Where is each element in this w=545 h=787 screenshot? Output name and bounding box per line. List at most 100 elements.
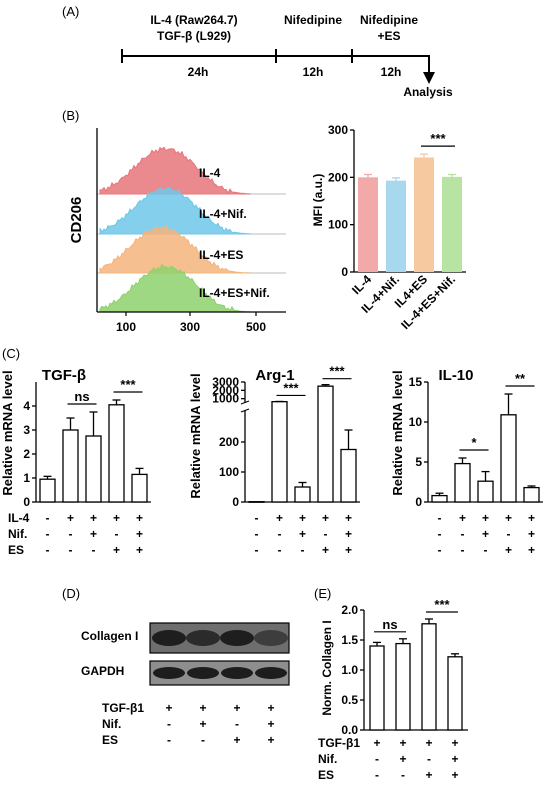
il10-condition-nif-4: + bbox=[528, 527, 535, 541]
panel-label-e: (E) bbox=[314, 586, 331, 601]
il10-ytick-label: 15 bbox=[409, 375, 423, 389]
collagen-condition-tgf-1-0: + bbox=[373, 736, 380, 750]
il10-significance-label-1: ** bbox=[515, 371, 526, 386]
mfi-bar-1 bbox=[386, 180, 406, 272]
arg1-ytick-label: 0 bbox=[232, 495, 239, 509]
mfi-ytick-label: 300 bbox=[328, 123, 348, 137]
tgfb-ytick-label: 1 bbox=[23, 471, 30, 485]
mfi-ytick-label: 0 bbox=[341, 265, 348, 279]
collagen-ytick-label: 0.5 bbox=[341, 693, 358, 707]
blot-band-collagen-3 bbox=[254, 630, 288, 646]
tgfb-bar-1 bbox=[62, 429, 79, 503]
blot-band-collagen-1 bbox=[186, 630, 220, 646]
collagen-ytick-label: 1.5 bbox=[341, 633, 358, 647]
collagen-condition-nif-1: + bbox=[399, 752, 406, 766]
il10-bar-3 bbox=[500, 414, 517, 503]
stage1-label-line2: TGF-β (L929) bbox=[157, 29, 231, 43]
arg1-condition-es-1: - bbox=[278, 543, 282, 557]
il10-condition-il-4-4: + bbox=[528, 511, 535, 525]
il10-bar-1 bbox=[454, 462, 471, 503]
mfi-ytick-label: 100 bbox=[328, 218, 348, 232]
tgfb-condition-il-4-1: + bbox=[67, 511, 74, 525]
collagen-condition-es-2: + bbox=[425, 768, 432, 782]
il10-condition-es-4: + bbox=[528, 543, 535, 557]
blot-band-collagen-2 bbox=[220, 630, 254, 646]
tgfb-condition-nif-0: - bbox=[46, 527, 50, 541]
arg1-ytick-label: 200 bbox=[219, 435, 239, 449]
histogram-ylabel: CD206 bbox=[68, 197, 85, 244]
histogram-xtick-100: 100 bbox=[116, 320, 136, 334]
arg1-condition-nif-0: - bbox=[255, 527, 259, 541]
collagen-bar-chart: 0.0 0.5 1.0 1.5 2.0 Norm. Collagen I ns *** + + + +… bbox=[318, 597, 468, 782]
collagen-ytick-label: 0.0 bbox=[341, 723, 358, 737]
histogram-xtick-500: 500 bbox=[246, 320, 266, 334]
blot-condition-nif-0: - bbox=[167, 717, 171, 731]
collagen-bar-3 bbox=[447, 656, 463, 731]
treatment-timeline: IL-4 (Raw264.7) TGF-β (L929) Nifedipine … bbox=[121, 13, 453, 99]
blot-condition-tgf-1-3: + bbox=[267, 701, 274, 715]
arg1-bar-0 bbox=[248, 501, 265, 503]
tgfb-ytick-label: 4 bbox=[23, 399, 30, 413]
collagen-significance-label-0: ns bbox=[382, 617, 397, 632]
arg1-condition-nif-4: + bbox=[345, 527, 352, 541]
arg1-condition-il-4-2: + bbox=[299, 511, 306, 525]
collagen-bar-1 bbox=[395, 642, 411, 731]
blot-condition-tgf-1-0: + bbox=[165, 701, 172, 715]
histogram-track-il-4-es bbox=[99, 224, 251, 274]
arg1-condition-il-4-3: + bbox=[322, 511, 329, 525]
tgfb-condition-il-4-4: + bbox=[136, 511, 143, 525]
il10-condition-nif-3: - bbox=[507, 527, 511, 541]
panel-label-b: (B) bbox=[62, 108, 79, 123]
arg1-axis-break-mark-bottom bbox=[240, 408, 250, 413]
tgfb-significance-label-0: ns bbox=[74, 389, 89, 404]
duration-24h: 24h bbox=[188, 65, 209, 79]
arg1-bar-4 bbox=[340, 448, 357, 503]
arg1-axis-break bbox=[236, 403, 254, 410]
cd206-histogram: CD206 100 300 500 IL-4 IL-4+Nif. IL-4+ES… bbox=[68, 128, 286, 334]
tgfb-ytick-label: 3 bbox=[23, 423, 30, 437]
blot-band-gapdh-2 bbox=[221, 667, 253, 679]
collagen-condition-es-0: - bbox=[375, 768, 379, 782]
tgfb-condition-nif-3: - bbox=[115, 527, 119, 541]
blot-row-label-collagen: Collagen I bbox=[81, 629, 138, 643]
stage1-label-line1: IL-4 (Raw264.7) bbox=[150, 13, 237, 27]
il10-significance-label-0: * bbox=[471, 435, 477, 450]
condition-row-label-nif: Nif. bbox=[8, 527, 27, 541]
arg1-bar-1 bbox=[271, 401, 288, 503]
tgfb-mrna-chart: 0 1 2 3 4 Relative mRNA level TGF-β ns *** - + + + + -… bbox=[0, 367, 151, 557]
panel-label-c: (C) bbox=[2, 346, 20, 361]
panel-label-d: (D) bbox=[62, 586, 80, 601]
histogram-track-il-4-nif bbox=[99, 186, 251, 235]
arg1-condition-es-3: + bbox=[322, 543, 329, 557]
collagen-condition-es-1: - bbox=[401, 768, 405, 782]
tgfb-bar-0 bbox=[39, 478, 56, 503]
collagen-ytick-label: 1.0 bbox=[341, 663, 358, 677]
analysis-label: Analysis bbox=[403, 85, 453, 99]
collagen-condition-tgf-1-3: + bbox=[451, 736, 458, 750]
il10-ylabel: Relative mRNA level bbox=[390, 370, 405, 495]
mfi-bar-2 bbox=[414, 157, 434, 272]
tgfb-condition-es-2: - bbox=[92, 543, 96, 557]
arg1-axis-break-mark-top bbox=[240, 400, 250, 405]
blot-condition-es-1: - bbox=[201, 733, 205, 747]
tgfb-ylabel: Relative mRNA level bbox=[0, 370, 15, 495]
il10-condition-nif-0: - bbox=[438, 527, 442, 541]
tgfb-bar-3 bbox=[108, 404, 125, 503]
il10-condition-es-2: - bbox=[484, 543, 488, 557]
tgfb-bar-4 bbox=[131, 473, 148, 503]
mfi-ylabel: MFI (a.u.) bbox=[311, 174, 325, 227]
arg1-condition-es-2: - bbox=[301, 543, 305, 557]
stage3-label-line2: +ES bbox=[377, 29, 400, 43]
duration-12h-first: 12h bbox=[303, 65, 324, 79]
tgfb-condition-es-4: + bbox=[136, 543, 143, 557]
arg1-condition-es-0: - bbox=[255, 543, 259, 557]
blot-band-collagen-0 bbox=[152, 630, 186, 646]
blot-condition-nif-3: + bbox=[267, 717, 274, 731]
blot-condition-es-0: - bbox=[167, 733, 171, 747]
il10-ytick-label: 10 bbox=[409, 415, 423, 429]
collagen-condition-row-label-nif: Nif. bbox=[318, 752, 337, 766]
tgfb-condition-es-0: - bbox=[46, 543, 50, 557]
histogram-track-label-il4-es-nif: IL-4+ES+Nif. bbox=[199, 286, 270, 300]
mfi-bar-0 bbox=[358, 177, 378, 272]
arg1-ytick-label: 1000 bbox=[212, 392, 239, 406]
